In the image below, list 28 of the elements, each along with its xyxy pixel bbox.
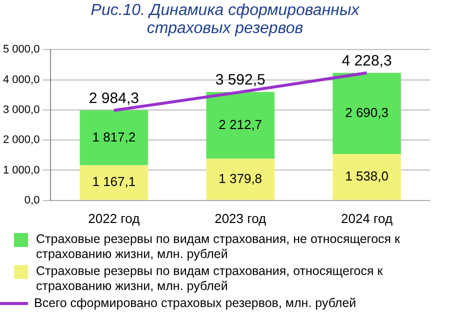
data-label: 1 379,8: [218, 170, 262, 186]
legend-label: Всего сформировано страховых резервов, млн. рублей: [34, 296, 356, 311]
chart-title: Рис.10. Динамика сформированных страховых резервов: [90, 1, 360, 39]
x-tick-label: 2023 год: [214, 210, 267, 226]
x-tick-label: 2024 год: [341, 210, 393, 226]
bar: [206, 158, 274, 200]
data-label: 2 212,7: [218, 116, 262, 132]
y-tick-label: 1 000,0: [3, 164, 40, 176]
bar: [206, 92, 274, 159]
bar: [332, 154, 401, 200]
y-tick-label: 3 000,0: [3, 104, 40, 116]
y-tick-label: 4 000,0: [3, 74, 40, 86]
data-label: 2 690,3: [345, 105, 388, 120]
bar: [332, 72, 401, 154]
data-label: 1 538,0: [345, 168, 388, 184]
legend-label: Страховые резервы по видам страхования, относящегося к страхованию жизни, млн. рублей: [36, 264, 384, 294]
data-label: 4 228,3: [342, 52, 392, 70]
legend-label: Страховые резервы по видам страхования, не относящегося к страхованию жизни, млн. рублей: [36, 232, 402, 262]
y-tick-label: 5 000,0: [3, 44, 40, 56]
x-tick-label: 2022 год: [88, 210, 140, 226]
y-tick-label: 0,0: [24, 194, 40, 206]
bar: [80, 165, 148, 200]
data-label: 1 817,2: [92, 129, 136, 144]
y-tick-label: 2 000,0: [3, 134, 40, 146]
bar: [80, 110, 148, 166]
data-label: 3 592,5: [215, 72, 266, 89]
data-label: 1 167,1: [92, 174, 136, 190]
data-label: 2 984,3: [88, 90, 139, 108]
